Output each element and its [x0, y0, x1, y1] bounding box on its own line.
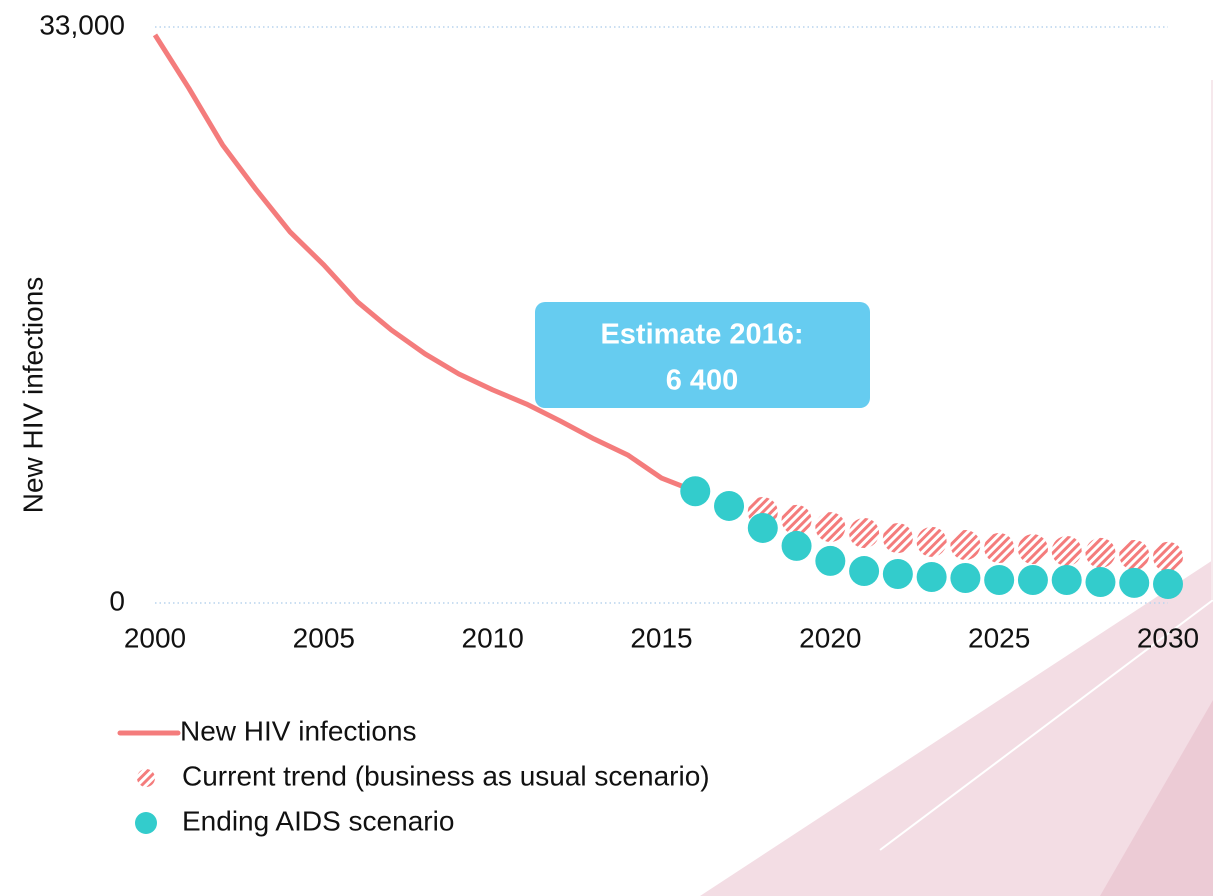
data-point — [1085, 538, 1115, 568]
data-point — [714, 491, 744, 521]
data-point — [984, 565, 1014, 595]
data-point — [782, 531, 812, 561]
x-tick-label: 2010 — [462, 622, 524, 653]
data-point — [1085, 567, 1115, 597]
data-point — [1052, 536, 1082, 566]
legend-swatch — [137, 769, 155, 787]
data-point — [883, 523, 913, 553]
data-point — [815, 512, 845, 542]
data-point — [950, 530, 980, 560]
data-point — [849, 518, 879, 548]
background-decor — [700, 80, 1213, 896]
x-tick-label: 2000 — [124, 622, 186, 653]
y-tick-label: 0 — [109, 585, 125, 616]
series-line — [155, 35, 695, 491]
data-point — [782, 505, 812, 535]
data-point — [917, 562, 947, 592]
annotation: Estimate 2016: 6 400 — [535, 302, 870, 408]
data-point — [1153, 542, 1183, 572]
x-tick-label: 2005 — [293, 622, 355, 653]
legend-label: New HIV infections — [180, 715, 417, 746]
data-point — [1052, 565, 1082, 595]
legend-swatch — [135, 812, 157, 834]
annotation-text: Estimate 2016: — [600, 319, 803, 351]
data-point — [1018, 534, 1048, 564]
data-point — [1119, 568, 1149, 598]
data-point — [984, 533, 1014, 563]
legend-label: Ending AIDS scenario — [182, 805, 454, 836]
data-point — [849, 556, 879, 586]
annotation-text: 6 400 — [666, 365, 739, 397]
data-point — [883, 559, 913, 589]
data-point — [1018, 565, 1048, 595]
x-tick-label: 2030 — [1137, 622, 1199, 653]
data-point — [680, 476, 710, 506]
data-point — [950, 563, 980, 593]
data-point — [1153, 569, 1183, 599]
chart: New HIV infections 0 33,000 2000 2005 2010 20… — [0, 0, 1213, 896]
data-point — [917, 527, 947, 557]
data-point — [748, 513, 778, 543]
x-tick-label: 2020 — [799, 622, 861, 653]
y-tick-label: 33,000 — [39, 9, 125, 40]
x-tick-label: 2015 — [630, 622, 692, 653]
data-point — [815, 546, 845, 576]
x-tick-label: 2025 — [968, 622, 1030, 653]
y-axis-label: New HIV infections — [17, 277, 48, 514]
data-point — [1119, 540, 1149, 570]
legend-label: Current trend (business as usual scenari… — [182, 760, 710, 791]
